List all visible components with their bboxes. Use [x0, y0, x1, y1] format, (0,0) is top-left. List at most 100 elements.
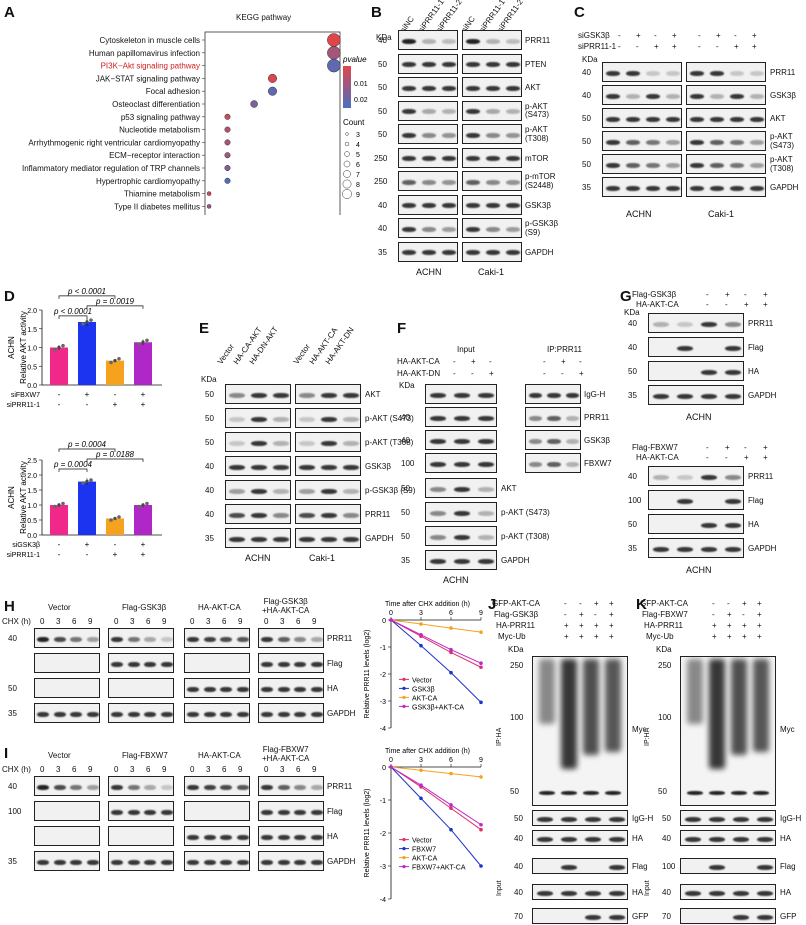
protein-label: Flag: [748, 343, 764, 352]
y-tick: -2: [380, 672, 386, 679]
band: [539, 791, 555, 795]
band: [626, 162, 640, 168]
band: [666, 116, 680, 122]
band: [756, 890, 774, 896]
band: [203, 859, 216, 865]
pathway-label: Focal adhesion: [146, 87, 200, 96]
legend-label: GSK3β: [412, 686, 435, 693]
band: [53, 711, 66, 717]
band: [690, 116, 704, 122]
blot-strip: [462, 30, 522, 50]
band: [111, 784, 124, 790]
sign: +: [742, 621, 747, 630]
band: [187, 686, 200, 692]
y-axis-label: Relative AKT activity: [19, 461, 28, 534]
protein-label: HA: [780, 834, 792, 843]
band: [646, 70, 660, 76]
sign: -: [716, 42, 719, 51]
band: [750, 70, 764, 76]
y-tick: -3: [380, 864, 386, 871]
blot-strip: [680, 830, 776, 846]
pathway-dot: [224, 165, 231, 171]
band: [506, 62, 520, 67]
blot-strip: [425, 384, 497, 404]
band: [756, 914, 774, 920]
condition-label: HA-AKT-CA: [397, 357, 440, 366]
chx-label: CHX (h): [2, 765, 31, 774]
protein-label: GAPDH: [501, 556, 530, 565]
x-tick: 6: [449, 610, 453, 617]
pathway-dot: [224, 177, 231, 184]
band: [676, 321, 694, 327]
data-point: [81, 322, 85, 326]
band: [144, 636, 157, 642]
y-tick: -4: [380, 726, 386, 733]
series-point: [449, 650, 453, 655]
bar: [50, 505, 68, 535]
band: [442, 132, 456, 138]
blot-strip: [648, 490, 744, 510]
sign: +: [763, 300, 768, 309]
mw-label: 35: [8, 709, 17, 718]
band: [310, 661, 323, 667]
sign: +: [672, 31, 677, 40]
blot-strip: [34, 801, 100, 821]
panel-d: 0.0 0.5 1.0 1.5 2.0 Relative AKT activity ACHN…: [0, 285, 195, 590]
sign: +: [763, 290, 768, 299]
sign: +: [609, 632, 614, 641]
protein-label: GSK3β: [584, 436, 610, 445]
mw-label: 40: [205, 462, 214, 471]
band: [730, 139, 744, 145]
protein-label: p-AKT (S473): [770, 132, 795, 150]
y-tick: 0.0: [27, 533, 37, 540]
band: [236, 834, 249, 840]
band: [453, 415, 471, 421]
blot-strip: [184, 776, 250, 796]
protein-label: p-mTOR (S2448): [525, 172, 556, 190]
group-label: IP:PRR11: [547, 345, 582, 354]
band: [700, 393, 718, 399]
series-point: [449, 647, 453, 652]
protein-label: p-AKT (S473): [501, 508, 550, 517]
band: [708, 816, 726, 822]
time-label: 9: [88, 617, 93, 626]
mw-label: 40: [628, 472, 637, 481]
band: [86, 711, 99, 717]
sign: -: [594, 610, 597, 619]
band: [608, 864, 626, 870]
time-label: 0: [190, 617, 195, 626]
mw-label: 50: [401, 532, 410, 541]
band: [111, 859, 124, 865]
time-label: 6: [296, 617, 301, 626]
band: [111, 636, 124, 642]
band: [453, 486, 471, 492]
band: [422, 62, 436, 67]
band: [261, 636, 274, 642]
count-legend-dot: [344, 151, 350, 157]
y-tick: 1.0: [27, 503, 37, 510]
data-point: [145, 501, 149, 506]
band: [646, 185, 660, 191]
legend-label: AKT-CA: [412, 856, 438, 863]
band: [652, 474, 670, 480]
band: [547, 392, 561, 398]
band: [687, 791, 703, 795]
band: [321, 512, 337, 518]
band: [187, 711, 200, 717]
blot-strip: [525, 453, 581, 473]
sign: -: [725, 453, 728, 462]
input-label: Input: [644, 880, 651, 896]
band: [277, 784, 290, 790]
blot-strip: [462, 53, 522, 74]
pathway-label: Thiamine metabolism: [124, 190, 200, 199]
condition-label: siPRR11-1: [7, 402, 40, 409]
mw-label: 35: [378, 247, 387, 257]
time-label: 0: [264, 617, 269, 626]
cell-line-label: ACHN: [416, 267, 442, 277]
band: [547, 438, 561, 444]
blot-strip: [34, 703, 100, 723]
band: [343, 488, 359, 494]
band: [710, 162, 724, 168]
mw-label: 40: [8, 782, 17, 791]
legend-label: Vector: [412, 838, 433, 845]
